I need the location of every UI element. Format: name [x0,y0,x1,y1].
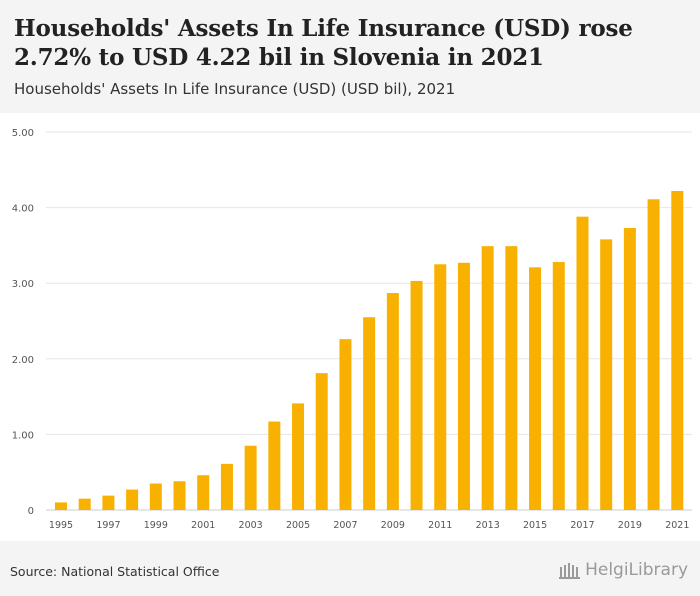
library-icon [559,563,581,579]
bar-2021[interactable] [671,190,684,510]
x-tick-label: 2019 [618,520,642,531]
bar-1998[interactable] [126,489,139,510]
bar-2012[interactable] [457,262,470,510]
bar-2002[interactable] [220,463,233,510]
bar-1995[interactable] [55,502,67,510]
bar-2017[interactable] [576,216,589,510]
x-tick-label: 2003 [239,520,263,531]
brand-name: HelgiLibrary [585,560,688,580]
bar-2003[interactable] [244,445,257,510]
bar-2006[interactable] [315,373,328,510]
bar-2008[interactable] [363,317,376,510]
x-tick-label: 2009 [381,520,405,531]
x-tick-label: 1999 [144,520,168,531]
bar-2020[interactable] [647,199,660,510]
x-tick-label: 2013 [476,520,500,531]
x-tick-label: 2007 [333,520,357,531]
y-tick-label: 3.00 [12,279,34,290]
bar-1996[interactable] [78,498,91,510]
bar-2013[interactable] [481,246,494,510]
bar-2016[interactable] [552,262,565,510]
x-tick-label: 2005 [286,520,310,531]
bar-2019[interactable] [623,228,636,510]
bar-2009[interactable] [386,293,399,510]
x-tick-label: 2011 [428,520,452,531]
bar-2005[interactable] [292,403,305,510]
bar-2007[interactable] [339,339,352,510]
bar-2018[interactable] [600,239,613,510]
x-tick-label: 1995 [49,520,73,531]
bar-2010[interactable] [410,280,423,510]
y-tick-label: 5.00 [12,128,34,139]
bar-2004[interactable] [268,421,281,510]
x-tick-label: 2021 [665,520,689,531]
bar-2001[interactable] [197,475,210,510]
bar-2000[interactable] [173,481,186,510]
bar-1997[interactable] [102,495,115,510]
brand-logo: HelgiLibrary [559,560,688,580]
x-tick-label: 2015 [523,520,547,531]
bar-1999[interactable] [149,483,162,510]
source-note: Source: National Statistical Office [10,564,220,579]
x-tick-label: 1997 [96,520,120,531]
x-tick-label: 2001 [191,520,215,531]
chart-subtitle: Households' Assets In Life Insurance (US… [14,80,456,98]
bar-chart: 0 1.00 2.00 3.00 4.00 5.00 1995 1997 1999 2001 200… [12,128,692,531]
y-tick-label: 4.00 [12,204,34,215]
y-tick-label: 2.00 [12,355,34,366]
chart-title: Households' Assets In Life Insurance (US… [14,15,633,71]
y-tick-label: 0 [28,506,34,517]
bar-2014[interactable] [505,246,518,510]
plot-area: 0 1.00 2.00 3.00 4.00 5.00 1995 1997 1999 2001 200… [0,113,700,541]
x-tick-label: 2017 [570,520,594,531]
y-tick-label: 1.00 [12,430,34,441]
bar-2011[interactable] [434,264,447,510]
bar-2015[interactable] [529,267,542,510]
